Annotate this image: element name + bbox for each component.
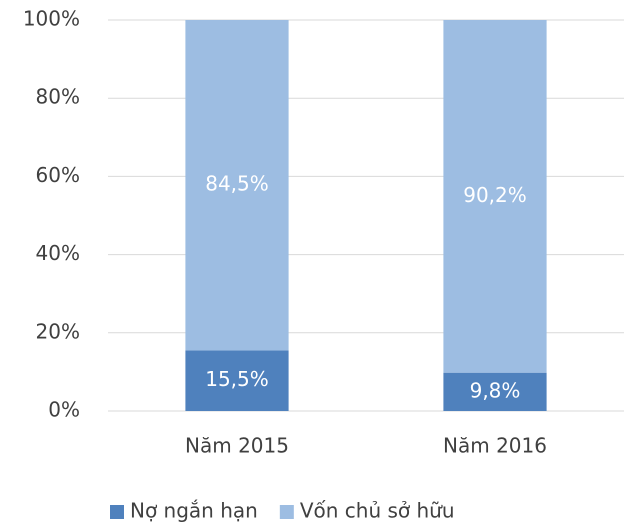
data-label: 90,2% <box>463 183 527 207</box>
data-label: 15,5% <box>205 367 269 391</box>
legend-swatch <box>110 505 124 519</box>
legend-label: Nợ ngắn hạn <box>130 499 258 523</box>
bar-segment <box>443 372 547 411</box>
y-tick-label: 100% <box>23 7 80 31</box>
bar-segment <box>443 20 547 373</box>
x-tick-label: Năm 2015 <box>185 434 289 458</box>
x-tick-label: Năm 2016 <box>443 434 547 458</box>
y-tick-label: 40% <box>36 241 80 265</box>
bar-segment <box>185 20 289 351</box>
legend-swatch <box>279 505 294 519</box>
y-tick-label: 80% <box>36 85 80 109</box>
data-label: 84,5% <box>205 172 269 196</box>
y-tick-label: 60% <box>36 163 80 187</box>
data-label: 9,8% <box>470 378 521 402</box>
y-tick-label: 20% <box>36 319 80 343</box>
y-tick-label: 0% <box>48 398 80 422</box>
legend-label: Vốn chủ sở hữu <box>300 499 455 523</box>
bar-segment <box>185 350 289 411</box>
